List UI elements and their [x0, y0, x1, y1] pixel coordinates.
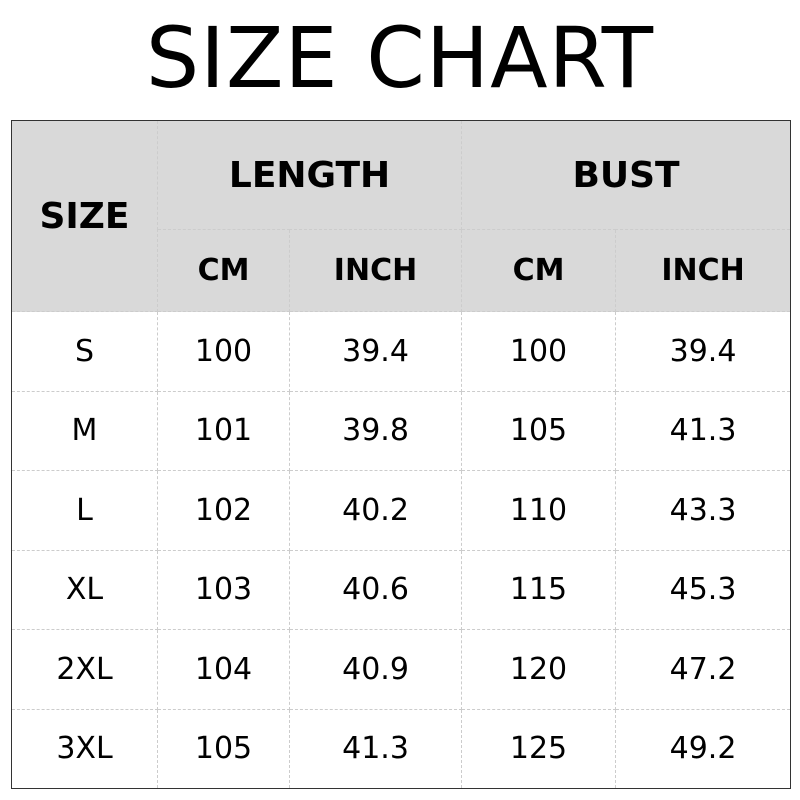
- cell-size: 2XL: [11, 629, 158, 710]
- cell-length-cm: 104: [157, 629, 290, 710]
- cell-length-inch: 39.4: [288, 311, 463, 392]
- cell-bust-inch: 43.3: [615, 470, 792, 551]
- cell-bust-inch: 47.2: [615, 629, 792, 710]
- cell-bust-inch: 45.3: [615, 549, 792, 630]
- header-length-cm: CM: [157, 229, 290, 312]
- cell-bust-inch: 49.2: [615, 708, 792, 789]
- cell-size: S: [11, 311, 158, 392]
- cell-length-inch: 41.3: [288, 708, 463, 789]
- cell-bust-cm: 110: [461, 470, 617, 551]
- cell-size: XL: [11, 549, 158, 630]
- cell-length-cm: 101: [157, 390, 290, 471]
- table-row: 3XL 105 41.3 125 49.2: [11, 708, 792, 789]
- cell-bust-cm: 120: [461, 629, 617, 710]
- cell-length-cm: 102: [157, 470, 290, 551]
- header-size: SIZE: [11, 120, 158, 312]
- table-row: M 101 39.8 105 41.3: [11, 390, 792, 471]
- cell-length-inch: 40.2: [288, 470, 463, 551]
- table-row: L 102 40.2 110 43.3: [11, 470, 792, 551]
- header-length: LENGTH: [156, 120, 463, 230]
- cell-size: 3XL: [11, 708, 158, 789]
- table-row: S 100 39.4 100 39.4: [11, 311, 792, 392]
- header-bust: BUST: [461, 120, 792, 230]
- cell-length-inch: 40.6: [288, 549, 463, 630]
- table-row: XL 103 40.6 115 45.3: [11, 549, 792, 630]
- cell-length-cm: 103: [157, 549, 290, 630]
- cell-bust-cm: 115: [461, 549, 617, 630]
- table-row: 2XL 104 40.9 120 47.2: [11, 629, 792, 710]
- cell-bust-inch: 41.3: [615, 390, 792, 471]
- cell-length-cm: 105: [157, 708, 290, 789]
- header-length-inch: INCH: [288, 229, 463, 312]
- header-bust-cm: CM: [461, 229, 617, 312]
- page-title: SIZE CHART: [145, 9, 655, 107]
- size-chart-table: SIZE LENGTH BUST CM INCH CM INCH S 100 39.…: [11, 120, 792, 789]
- cell-size: L: [11, 470, 158, 551]
- cell-bust-cm: 100: [461, 311, 617, 392]
- cell-bust-cm: 105: [461, 390, 617, 471]
- cell-bust-inch: 39.4: [615, 311, 792, 392]
- cell-bust-cm: 125: [461, 708, 617, 789]
- header-bust-inch: INCH: [615, 229, 792, 312]
- cell-length-cm: 100: [157, 311, 290, 392]
- cell-length-inch: 39.8: [288, 390, 463, 471]
- cell-size: M: [11, 390, 158, 471]
- cell-length-inch: 40.9: [288, 629, 463, 710]
